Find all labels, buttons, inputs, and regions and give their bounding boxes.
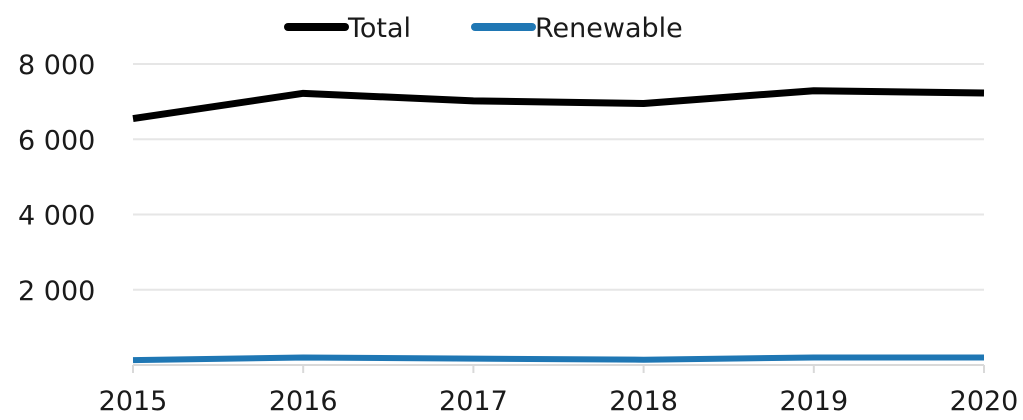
x-tick-label: 2016: [269, 386, 338, 417]
gridlines: [133, 63, 984, 291]
x-tick-label: 2019: [779, 386, 848, 417]
y-axis: 2 000 4 000 6 000 8 000: [18, 50, 95, 307]
legend: Total Renewable: [284, 13, 683, 44]
x-tick-label: 2018: [609, 386, 678, 417]
x-axis: 2015 2016 2017 2018 2019 2020: [99, 364, 1019, 417]
series-line-total: [132, 87, 985, 123]
y-tick-label: 4 000: [18, 201, 95, 232]
y-tick-label: 6 000: [18, 125, 95, 156]
legend-label-renewable: Renewable: [535, 13, 683, 44]
series-lines: [132, 87, 985, 364]
legend-label-total: Total: [347, 13, 411, 44]
x-tick-label: 2015: [99, 386, 168, 417]
series-line-renewable: [132, 354, 984, 364]
y-tick-label: 8 000: [18, 50, 95, 81]
x-tick-label: 2020: [950, 386, 1019, 417]
x-tick-label: 2017: [439, 386, 508, 417]
y-tick-label: 2 000: [18, 276, 95, 307]
